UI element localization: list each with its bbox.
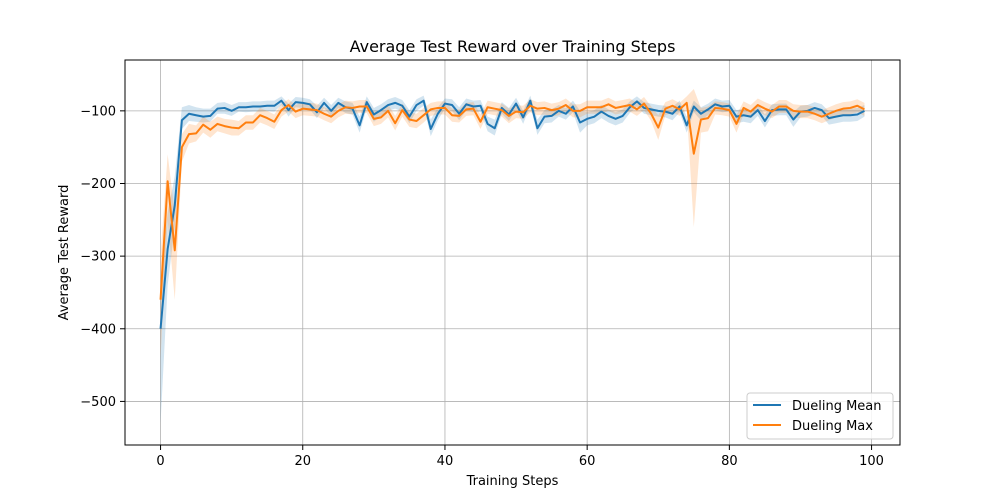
- band-dueling-max: [160, 89, 865, 358]
- y-tick-label: −300: [80, 250, 116, 265]
- x-tick-label: 0: [156, 454, 164, 469]
- legend: Dueling Mean Dueling Max: [746, 392, 894, 440]
- y-tick-label: −200: [80, 177, 116, 192]
- legend-label-dueling-max: Dueling Max: [792, 419, 873, 434]
- x-tick-label: 20: [294, 454, 311, 469]
- plot-area-frame: [124, 59, 901, 446]
- line-dueling-max: [159, 101, 865, 300]
- y-tick-label: −500: [80, 395, 116, 410]
- x-tick-label: 100: [859, 454, 884, 469]
- legend-label-dueling-mean: Dueling Mean: [792, 399, 882, 414]
- y-tick-label: −400: [80, 322, 116, 337]
- legend-box: [746, 392, 894, 440]
- x-tick-label: 80: [721, 454, 738, 469]
- x-tick-label: 60: [579, 454, 596, 469]
- y-axis-label: Average Test Reward: [57, 185, 72, 321]
- confidence-bands: [160, 89, 865, 424]
- x-axis-label: Training Steps: [466, 474, 559, 489]
- axis-ticks: 0 20 40 60 80 100 −500 −400 −300 −200 −100: [80, 104, 884, 469]
- line-dueling-mean: [159, 99, 865, 329]
- series-lines: [159, 99, 865, 329]
- x-tick-label: 40: [437, 454, 454, 469]
- chart-title: Average Test Reward over Training Steps: [350, 37, 676, 56]
- y-tick-label: −100: [80, 104, 116, 119]
